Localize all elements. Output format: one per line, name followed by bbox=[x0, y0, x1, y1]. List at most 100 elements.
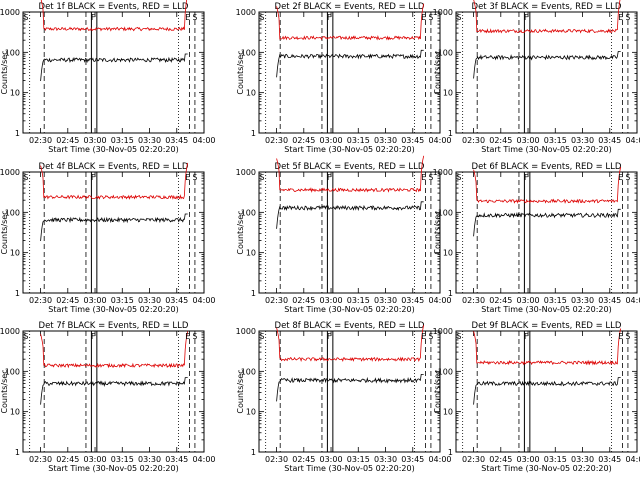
y-tick-label: 100 bbox=[438, 367, 453, 376]
lld-series-line bbox=[473, 0, 621, 34]
x-tick-label: 04:00 bbox=[625, 455, 640, 464]
x-tick-label: 03:45 bbox=[598, 455, 621, 464]
marker-label: S bbox=[24, 13, 29, 22]
detector-panel: Det 8f BLACK = Events, RED = LLD 1 10 100 10… bbox=[236, 321, 452, 473]
y-tick-label: 100 bbox=[241, 208, 256, 217]
marker-label: S bbox=[457, 332, 462, 341]
y-tick-label: 1000 bbox=[433, 327, 453, 336]
detector-panel: Det 6f BLACK = Events, RED = LLD 1 10 100 10… bbox=[433, 162, 640, 314]
y-tick-label: 10 bbox=[246, 89, 256, 98]
x-axis-label: Start Time (30-Nov-05 02:20:20) bbox=[48, 145, 178, 154]
x-tick-label: 03:15 bbox=[111, 455, 134, 464]
y-axis-label: Counts/sec bbox=[0, 50, 9, 94]
marker-label: E bbox=[421, 13, 426, 22]
x-axis-label: Start Time (30-Nov-05 02:20:20) bbox=[481, 305, 611, 314]
x-axis-label: Start Time (30-Nov-05 02:20:20) bbox=[48, 464, 178, 473]
detector-panel: Det 3f BLACK = Events, RED = LLD 1 10 100 10… bbox=[433, 0, 640, 154]
marker-label: S bbox=[626, 173, 631, 182]
x-tick-label: 02:30 bbox=[462, 455, 485, 464]
y-tick-label: 1000 bbox=[433, 168, 453, 177]
marker-label: S bbox=[626, 13, 631, 22]
marker-label: S bbox=[193, 173, 198, 182]
panel-title: Det 4f BLACK = Events, RED = LLD bbox=[39, 162, 189, 172]
detector-panel: Det 9f BLACK = Events, RED = LLD 1 10 100 10… bbox=[433, 321, 640, 473]
marker-label: S bbox=[626, 332, 631, 341]
y-tick-label: 10 bbox=[10, 89, 20, 98]
x-tick-label: 02:45 bbox=[292, 455, 315, 464]
panel-title: Det 1f BLACK = Events, RED = LLD bbox=[39, 2, 189, 12]
marker-label: F bbox=[524, 13, 528, 22]
marker-label: E bbox=[185, 332, 190, 341]
y-tick-label: 1 bbox=[251, 289, 256, 298]
y-tick-label: 1000 bbox=[236, 8, 256, 17]
y-tick-label: 10 bbox=[10, 408, 20, 417]
marker-label: S bbox=[260, 173, 265, 182]
x-tick-label: 04:00 bbox=[625, 136, 640, 145]
y-tick-label: 1 bbox=[448, 129, 453, 138]
plot-frame bbox=[455, 11, 638, 134]
x-tick-label: 03:30 bbox=[138, 455, 161, 464]
marker-label: S bbox=[429, 13, 434, 22]
x-tick-label: 02:45 bbox=[489, 136, 512, 145]
y-tick-label: 1 bbox=[448, 289, 453, 298]
x-tick-label: 04:00 bbox=[192, 136, 215, 145]
x-tick-label: 03:45 bbox=[598, 136, 621, 145]
lld-series-line bbox=[473, 166, 622, 204]
x-tick-label: 03:45 bbox=[401, 136, 424, 145]
x-tick-label: 03:15 bbox=[347, 296, 370, 305]
lld-series-line bbox=[40, 0, 188, 32]
x-tick-label: 02:45 bbox=[292, 296, 315, 305]
lld-series-line bbox=[276, 3, 425, 41]
detector-panel: Det 1f BLACK = Events, RED = LLD 1 10 100 10… bbox=[0, 0, 216, 154]
lld-series-line bbox=[40, 331, 189, 369]
events-series-line bbox=[473, 51, 621, 79]
x-tick-label: 03:15 bbox=[544, 296, 567, 305]
events-series-line bbox=[473, 377, 621, 405]
y-tick-label: 1000 bbox=[0, 327, 20, 336]
marker-label: S bbox=[193, 13, 198, 22]
panel-title: Det 3f BLACK = Events, RED = LLD bbox=[472, 2, 622, 12]
x-tick-label: 03:30 bbox=[138, 296, 161, 305]
x-tick-label: 03:15 bbox=[111, 296, 134, 305]
x-tick-label: 02:30 bbox=[265, 455, 288, 464]
y-tick-label: 1 bbox=[251, 129, 256, 138]
x-axis-label: Start Time (30-Nov-05 02:20:20) bbox=[48, 305, 178, 314]
marker-label: E bbox=[618, 13, 623, 22]
y-axis-label: Counts/sec bbox=[236, 210, 245, 254]
plot-frame bbox=[258, 171, 441, 294]
x-tick-label: 02:30 bbox=[265, 296, 288, 305]
x-tick-label: 03:30 bbox=[571, 455, 594, 464]
panel-title: Det 8f BLACK = Events, RED = LLD bbox=[275, 321, 425, 331]
marker-label: S bbox=[457, 173, 462, 182]
marker-label: S bbox=[429, 332, 434, 341]
plot-frame bbox=[22, 171, 205, 294]
detector-panel: Det 4f BLACK = Events, RED = LLD 1 10 100 10… bbox=[0, 162, 216, 314]
x-tick-label: 02:30 bbox=[29, 296, 52, 305]
x-tick-label: 03:45 bbox=[165, 296, 188, 305]
y-tick-label: 10 bbox=[246, 249, 256, 258]
y-tick-label: 10 bbox=[443, 408, 453, 417]
y-tick-label: 1 bbox=[15, 289, 20, 298]
marker-label: F bbox=[91, 13, 95, 22]
x-tick-label: 03:15 bbox=[544, 136, 567, 145]
x-tick-label: 03:00 bbox=[517, 136, 540, 145]
marker-label: S bbox=[429, 173, 434, 182]
x-tick-label: 03:00 bbox=[84, 136, 107, 145]
x-tick-label: 03:30 bbox=[138, 136, 161, 145]
plot-frame bbox=[455, 171, 638, 294]
y-tick-label: 100 bbox=[438, 208, 453, 217]
events-series-line bbox=[276, 49, 424, 78]
events-series-line bbox=[40, 53, 188, 82]
events-series-line bbox=[40, 377, 188, 405]
x-tick-label: 03:00 bbox=[320, 136, 343, 145]
y-axis-label: Counts/sec bbox=[433, 50, 442, 94]
plot-frame bbox=[258, 330, 441, 453]
y-tick-label: 1 bbox=[251, 448, 256, 457]
events-series-line bbox=[276, 201, 424, 229]
x-tick-label: 03:00 bbox=[84, 296, 107, 305]
y-axis-label: Counts/sec bbox=[0, 210, 9, 254]
marker-label: F bbox=[524, 332, 528, 341]
y-axis-label: Counts/sec bbox=[236, 369, 245, 413]
x-tick-label: 03:45 bbox=[165, 455, 188, 464]
